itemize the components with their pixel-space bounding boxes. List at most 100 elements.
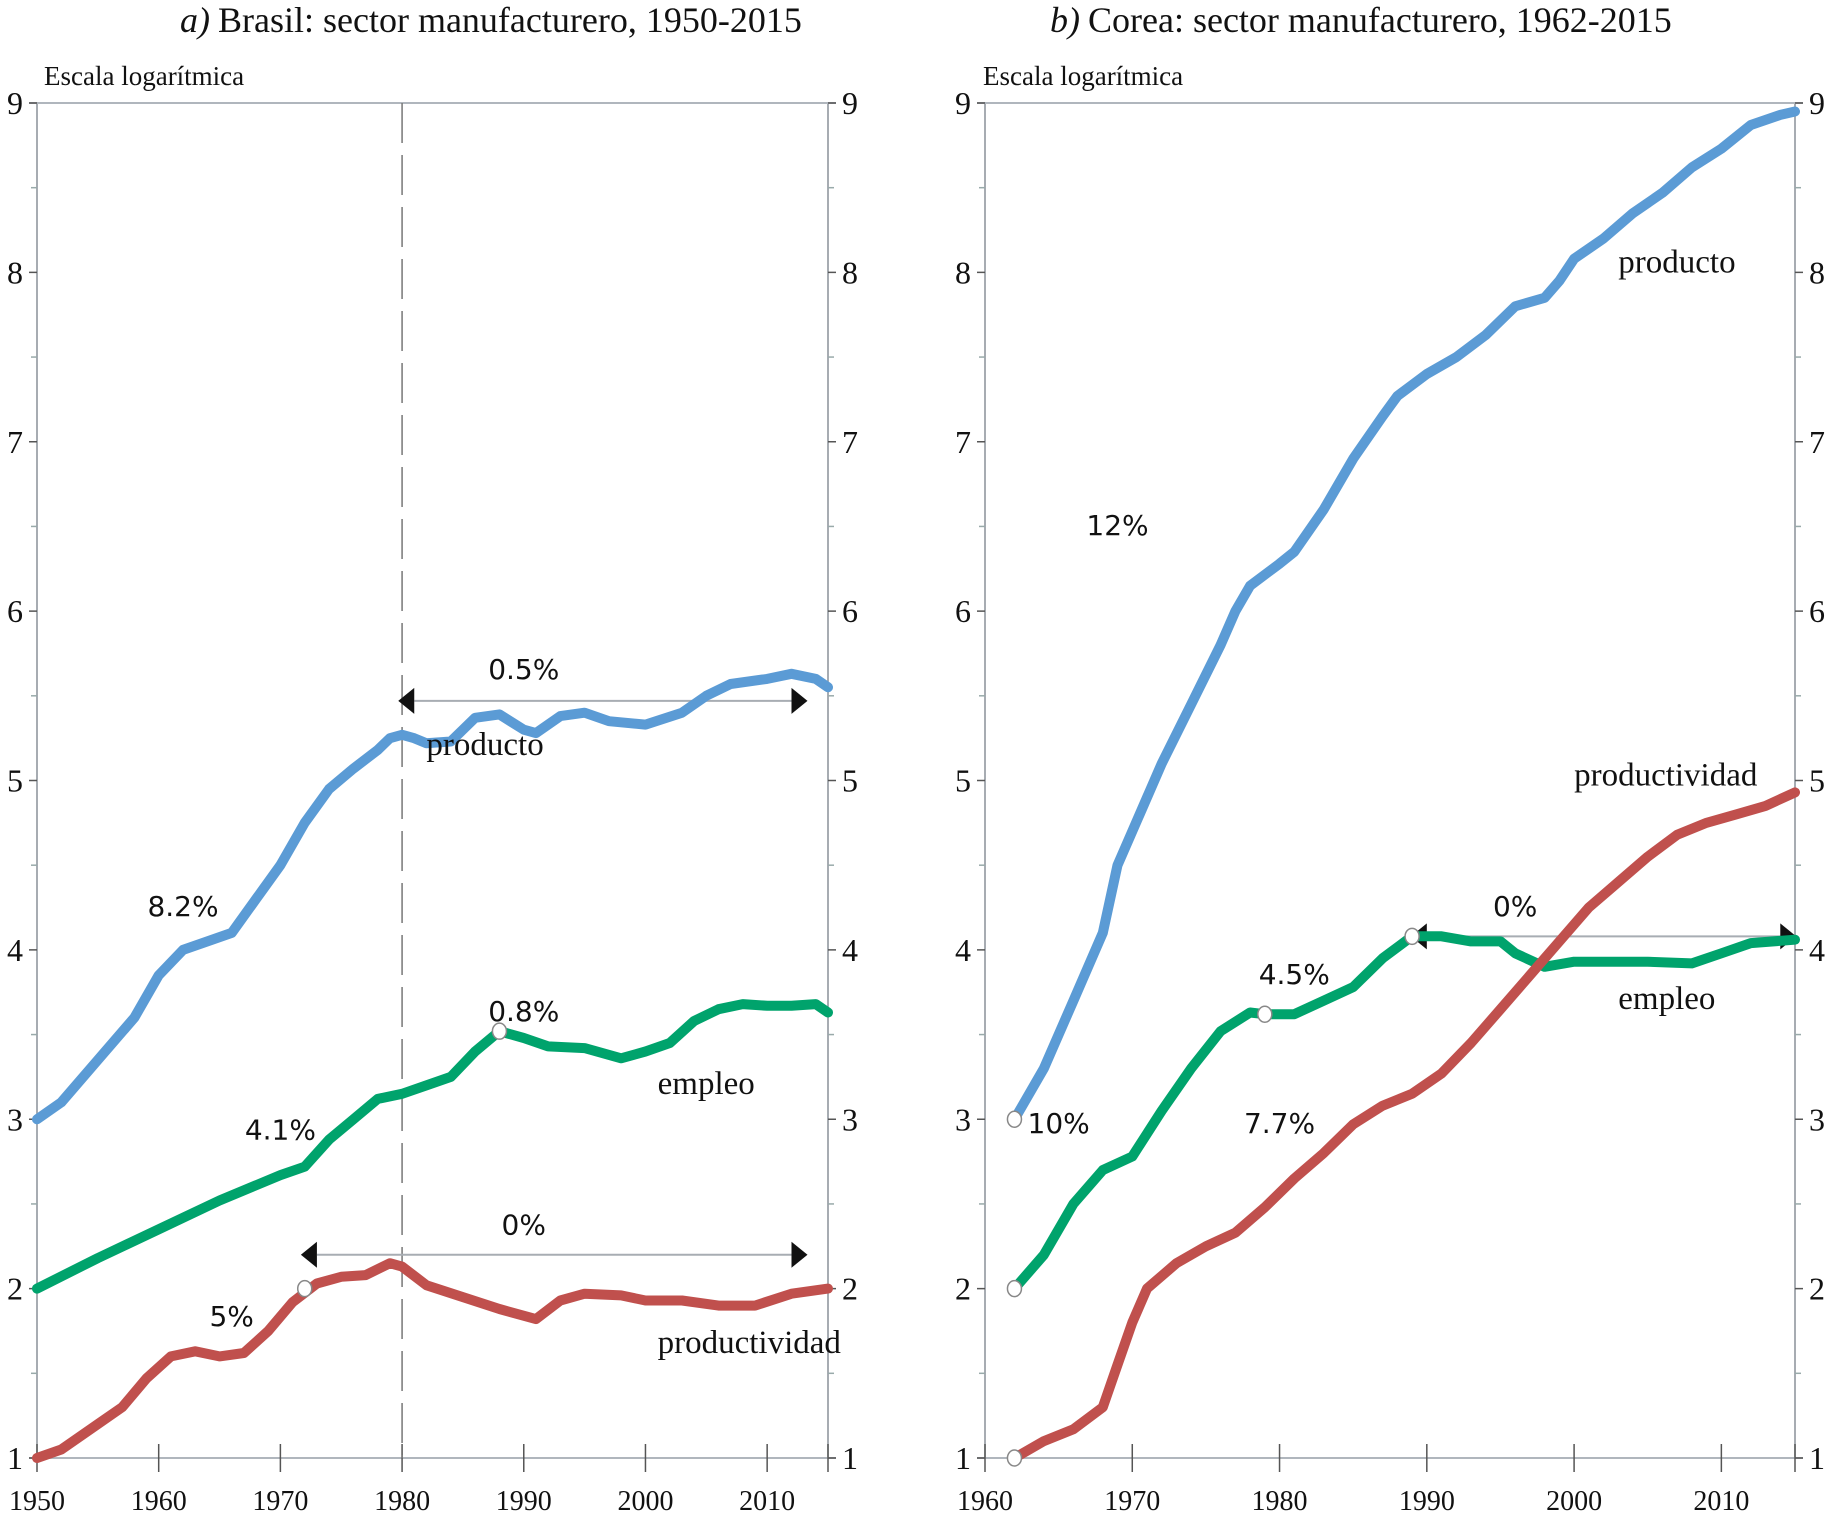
x-tick-label: 1960 — [957, 1486, 1013, 1517]
x-tick-label: 1980 — [374, 1486, 430, 1517]
y-tick-label-right: 2 — [1809, 1271, 1825, 1307]
series-label-productividad: productividad — [1574, 758, 1758, 794]
y-axis-scale-label: Escala logarítmica — [44, 61, 244, 91]
axes-corea: 1 1 2 2 3 3 4 4 5 5 6 6 7 7 8 8 9 9 1960 1970 1980 1990 2000 20… — [955, 85, 1825, 1517]
series-label-empleo: empleo — [658, 1066, 755, 1102]
panel-brasil: a) Brasil: sector manufacturero, 1950-201… — [7, 0, 858, 1517]
series-label-producto: producto — [426, 727, 543, 763]
x-tick-label: 1970 — [1104, 1486, 1160, 1517]
y-tick-label-left: 8 — [7, 254, 23, 290]
x-tick-label: 2000 — [1546, 1486, 1602, 1517]
series-line-producto — [1009, 106, 1800, 1125]
y-tick-label-right: 7 — [842, 424, 858, 460]
y-tick-label-left: 7 — [955, 424, 971, 460]
x-tick-label: 2010 — [1693, 1486, 1749, 1517]
y-tick-label-left: 5 — [955, 763, 971, 799]
y-tick-label-left: 4 — [7, 932, 23, 968]
y-tick-label-right: 3 — [842, 1101, 858, 1137]
growth-rate-label: 4.5% — [1259, 958, 1330, 991]
series-line-empleo — [1009, 931, 1800, 1294]
breakpoint-marker-empleo — [1257, 1005, 1273, 1023]
arrowhead-left-icon — [300, 1241, 317, 1268]
growth-rate-label: 12% — [1086, 509, 1148, 542]
y-tick-label-right: 4 — [1809, 932, 1825, 968]
y-tick-label-left: 2 — [7, 1271, 23, 1307]
growth-rate-label: 0% — [1493, 890, 1537, 923]
breakpoint-marker-empleo — [1006, 1279, 1023, 1298]
y-tick-label-left: 3 — [955, 1101, 971, 1137]
breakpoint-marker-producto — [1006, 1110, 1023, 1128]
series-corea — [1009, 106, 1800, 1463]
y-tick-label-right: 9 — [1809, 85, 1825, 121]
series-line-productividad — [32, 1258, 833, 1463]
growth-rate-label: 0.8% — [488, 995, 559, 1028]
y-tick-label-right: 7 — [1809, 424, 1825, 460]
series-line-empleo — [32, 999, 833, 1294]
y-tick-label-left: 5 — [7, 763, 23, 799]
breakpoint-marker-empleo — [491, 1022, 508, 1040]
y-tick-label-right: 6 — [1809, 593, 1825, 629]
growth-rate-label: 7.7% — [1244, 1107, 1315, 1140]
y-tick-label-left: 1 — [7, 1440, 23, 1476]
x-tick-label: 2010 — [739, 1486, 795, 1517]
y-tick-label-left: 4 — [955, 932, 971, 968]
x-tick-label: 1950 — [9, 1486, 65, 1517]
annotations-brasil — [300, 687, 808, 1268]
y-tick-label-right: 5 — [842, 763, 858, 799]
axes-brasil: 1 1 2 2 3 3 4 4 5 5 6 6 7 7 8 8 9 9 1950 1960 1970 1980 1990 20… — [7, 85, 858, 1517]
y-tick-label-left: 3 — [7, 1101, 23, 1137]
series-label-producto: producto — [1618, 244, 1735, 280]
y-tick-label-left: 7 — [7, 424, 23, 460]
y-tick-label-right: 5 — [1809, 763, 1825, 799]
growth-rate-label: 4.1% — [245, 1114, 316, 1147]
y-tick-label-right: 4 — [842, 932, 858, 968]
title-text: Corea: sector manufacturero, 1962-2015 — [1088, 0, 1672, 40]
growth-rate-label: 0% — [502, 1208, 546, 1241]
x-tick-label: 2000 — [617, 1486, 673, 1517]
y-tick-label-right: 3 — [1809, 1101, 1825, 1137]
breakpoint-marker-productividad — [296, 1279, 313, 1298]
growth-rate-label: 0.5% — [488, 653, 559, 686]
y-tick-label-left: 6 — [955, 593, 971, 629]
arrowhead-right-icon — [791, 1241, 808, 1268]
y-tick-label-right: 1 — [842, 1440, 858, 1476]
series-line-productividad — [1009, 787, 1800, 1463]
growth-rate-label: 5% — [209, 1300, 253, 1333]
series-label-productividad: productividad — [658, 1325, 842, 1361]
x-tick-label: 1990 — [496, 1486, 552, 1517]
y-tick-label-right: 1 — [1809, 1440, 1825, 1476]
breakpoint-marker-productividad — [1006, 1449, 1023, 1467]
arrowhead-right-icon — [791, 687, 808, 714]
chart-title-brasil: a) Brasil: sector manufacturero, 1950-201… — [180, 0, 802, 40]
labels-brasil: producto empleo productividad 8.2% 4.1% 5% 0.5… — [147, 653, 841, 1361]
growth-rate-label: 10% — [1028, 1107, 1090, 1140]
arrowhead-left-icon — [398, 687, 415, 714]
markers-corea — [1006, 927, 1420, 1467]
markers-brasil — [296, 1022, 508, 1298]
panel-prefix: a) — [180, 0, 210, 40]
y-tick-label-right: 2 — [842, 1271, 858, 1307]
breakpoint-marker-empleo — [1404, 927, 1420, 946]
title-text: Brasil: sector manufacturero, 1950-2015 — [218, 0, 802, 40]
y-tick-label-left: 9 — [7, 85, 23, 121]
x-tick-label: 1960 — [131, 1486, 187, 1517]
y-tick-label-left: 6 — [7, 593, 23, 629]
series-line-producto — [32, 668, 833, 1125]
y-tick-label-right: 6 — [842, 593, 858, 629]
panel-corea: b) Corea: sector manufacturero, 1962-2015… — [955, 0, 1825, 1517]
y-axis-scale-label: Escala logarítmica — [983, 61, 1183, 91]
panel-prefix: b) — [1050, 0, 1080, 40]
y-tick-label-left: 9 — [955, 85, 971, 121]
y-tick-label-right: 9 — [842, 85, 858, 121]
x-tick-label: 1970 — [252, 1486, 308, 1517]
series-label-empleo: empleo — [1618, 981, 1715, 1017]
x-tick-label: 1980 — [1252, 1486, 1308, 1517]
y-tick-label-right: 8 — [1809, 254, 1825, 290]
y-tick-label-left: 8 — [955, 254, 971, 290]
y-tick-label-right: 8 — [842, 254, 858, 290]
y-tick-label-left: 1 — [955, 1440, 971, 1476]
chart-title-corea: b) Corea: sector manufacturero, 1962-2015 — [1050, 0, 1672, 40]
labels-corea: producto empleo productividad 12% 10% 7.7% 4.5… — [1028, 244, 1758, 1139]
growth-rate-label: 8.2% — [147, 890, 218, 923]
